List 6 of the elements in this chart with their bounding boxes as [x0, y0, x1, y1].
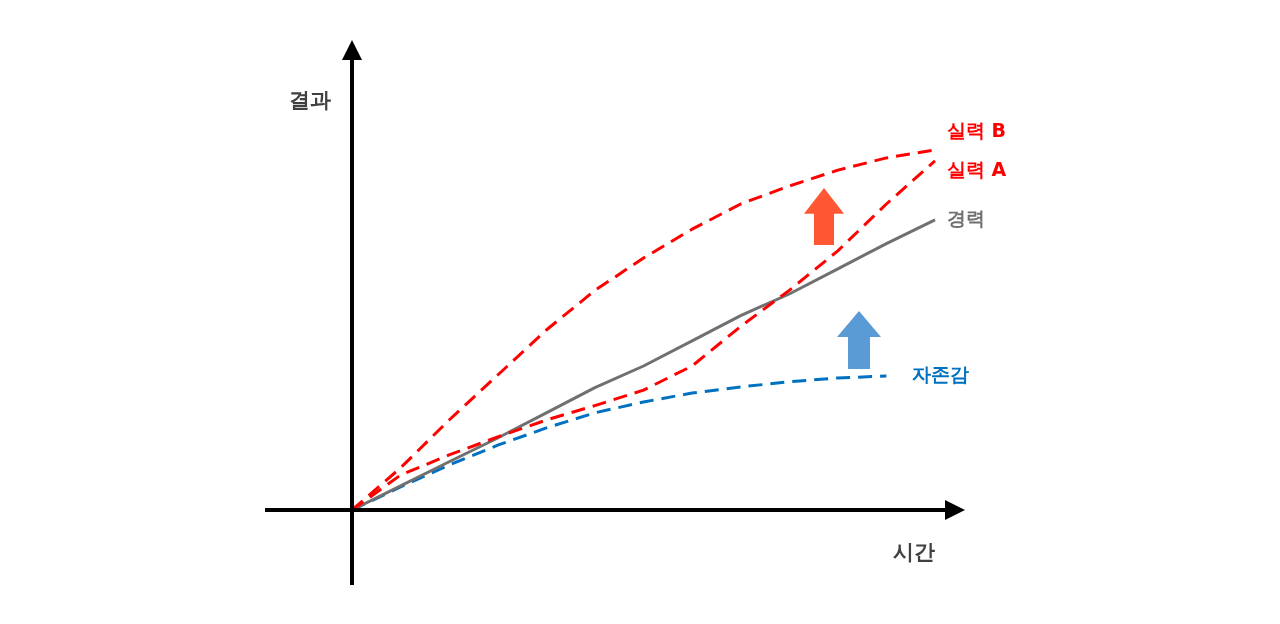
series-label: 실력 A: [947, 157, 1007, 180]
x-axis-title: 시간: [893, 539, 935, 566]
y-axis-title: 결과: [289, 87, 331, 114]
series-label: 실력 B: [947, 118, 1007, 141]
series-label: 경력: [947, 206, 985, 229]
series-label: 자존감: [912, 363, 970, 386]
